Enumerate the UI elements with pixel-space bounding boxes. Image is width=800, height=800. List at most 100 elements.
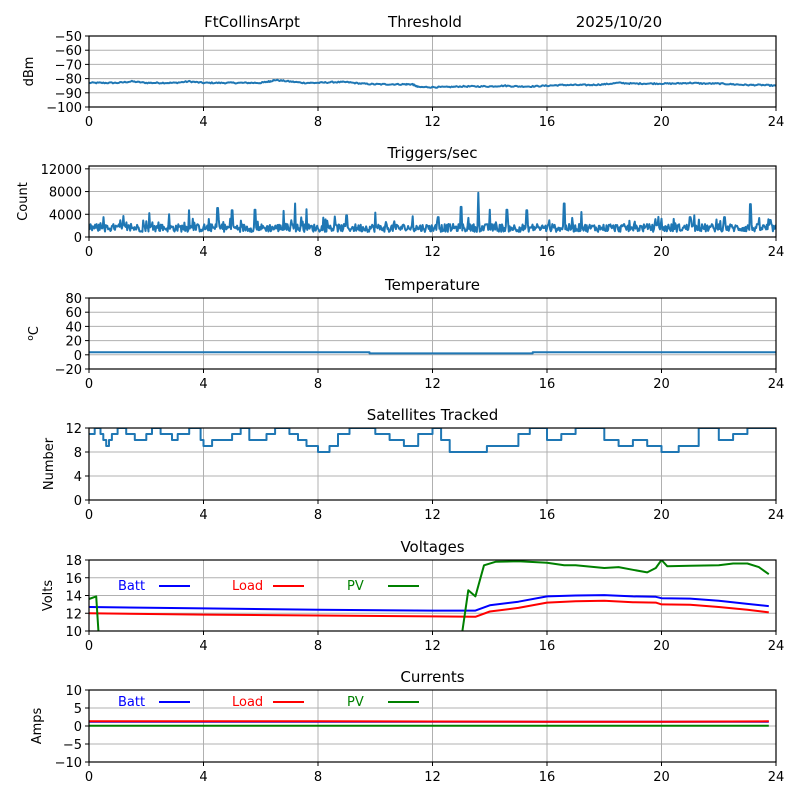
series-line-voltages-batt <box>89 594 769 612</box>
series-line-satellites-satellites <box>89 428 776 453</box>
plot-area-signal <box>89 78 776 89</box>
x-tick-label: 12 <box>424 115 441 130</box>
y-tick-label: −70 <box>55 58 82 73</box>
legend-label-batt: Batt <box>118 579 145 594</box>
date-title: 2025/10/20 <box>576 13 662 31</box>
y-tick-label: 12 <box>65 422 82 437</box>
x-tick-label: 4 <box>199 377 207 392</box>
x-tick-label: 16 <box>539 770 556 785</box>
legend-label-pv: PV <box>347 579 364 594</box>
series-line-temperature-temperature <box>89 351 776 355</box>
x-tick-label: 8 <box>314 770 322 785</box>
y-tick-label: 0 <box>74 231 82 246</box>
x-tick-label: 20 <box>653 245 670 260</box>
series-line-signal-signal <box>89 78 776 89</box>
y-axis-label: Amps <box>30 707 45 744</box>
plot-area-satellites <box>89 428 776 453</box>
x-tick-label: 16 <box>539 508 556 523</box>
unit-letter: C <box>27 326 42 335</box>
x-tick-label: 20 <box>653 115 670 130</box>
x-tick-label: 20 <box>653 639 670 654</box>
x-tick-label: 4 <box>199 115 207 130</box>
y-tick-label: 80 <box>65 292 82 307</box>
x-tick-label: 8 <box>314 245 322 260</box>
x-tick-label: 4 <box>199 770 207 785</box>
y-axis-label: Volts <box>41 580 56 612</box>
x-tick-label: 0 <box>85 245 93 260</box>
x-tick-label: 24 <box>768 508 785 523</box>
series-line-voltages-pv <box>89 560 770 631</box>
legend-label-load: Load <box>232 579 263 594</box>
x-tick-label: 4 <box>199 508 207 523</box>
y-tick-label: 8 <box>74 446 82 461</box>
y-tick-label: 0 <box>74 349 82 364</box>
x-tick-label: 20 <box>653 508 670 523</box>
x-tick-label: 0 <box>85 770 93 785</box>
x-tick-label: 8 <box>314 377 322 392</box>
x-tick-label: 16 <box>539 377 556 392</box>
plot-area-currents <box>89 720 769 727</box>
y-tick-label: 4000 <box>49 208 82 223</box>
station-title: FtCollinsArpt <box>204 13 300 31</box>
y-tick-label: −90 <box>55 87 82 102</box>
plot-area-triggers <box>89 191 776 233</box>
subplot-triggers: 0 4 8 12 16 20 24 0 4000 8000 12000 Triggers/sec Cou… <box>16 144 784 260</box>
subplot-title: Satellites Tracked <box>367 406 498 424</box>
x-tick-label: 24 <box>768 377 785 392</box>
x-tick-label: 24 <box>768 115 785 130</box>
x-tick-label: 0 <box>85 639 93 654</box>
x-tick-label: 8 <box>314 639 322 654</box>
x-tick-label: 20 <box>653 377 670 392</box>
x-tick-label: 12 <box>424 508 441 523</box>
subplot-voltages: 0 4 8 12 16 20 24 10 12 14 16 18 Voltages Volts Batt Lo… <box>41 538 784 654</box>
series-line-triggers-triggers <box>89 191 776 233</box>
y-tick-label: 10 <box>65 684 82 699</box>
y-axis-label: oC <box>26 326 42 341</box>
plot-area-temperature <box>89 351 776 355</box>
x-tick-label: 24 <box>768 245 785 260</box>
y-tick-label: 8000 <box>49 186 82 201</box>
subplot-currents: 0 4 8 12 16 20 24 −10 −5 0 5 10 Currents Amps Batt Load… <box>30 668 784 785</box>
x-tick-label: 24 <box>768 639 785 654</box>
mode-title: Threshold <box>387 13 462 31</box>
y-tick-label: 12 <box>65 607 82 622</box>
x-tick-label: 16 <box>539 245 556 260</box>
y-tick-label: −60 <box>55 44 82 59</box>
plot-area-voltages <box>89 560 770 631</box>
y-tick-label: 14 <box>65 590 82 605</box>
y-tick-label: −20 <box>55 363 82 378</box>
series-line-voltages-load <box>89 599 769 618</box>
x-tick-label: 4 <box>199 639 207 654</box>
legend-label-pv: PV <box>347 695 364 710</box>
y-tick-label: 20 <box>65 335 82 350</box>
subplot-title: Temperature <box>384 276 480 294</box>
x-tick-label: 12 <box>424 377 441 392</box>
x-tick-label: 16 <box>539 639 556 654</box>
y-axis-label: Count <box>16 182 31 221</box>
y-tick-label: 0 <box>74 720 82 735</box>
y-tick-label: 60 <box>65 306 82 321</box>
y-tick-label: −5 <box>63 738 82 753</box>
x-tick-label: 16 <box>539 115 556 130</box>
x-tick-label: 8 <box>314 508 322 523</box>
y-tick-label: 16 <box>65 572 82 587</box>
y-axis-label: Number <box>42 437 57 490</box>
y-tick-label: −10 <box>55 756 82 771</box>
x-tick-label: 12 <box>424 770 441 785</box>
x-tick-label: 0 <box>85 377 93 392</box>
subplot-title: Triggers/sec <box>387 144 478 162</box>
y-tick-label: −50 <box>55 30 82 45</box>
y-tick-label: 18 <box>65 554 82 569</box>
y-tick-label: 10 <box>65 625 82 640</box>
legend-label-batt: Batt <box>118 695 145 710</box>
x-tick-label: 4 <box>199 245 207 260</box>
subplot-title: Voltages <box>400 538 464 556</box>
y-tick-label: 12000 <box>41 163 82 178</box>
y-tick-label: 5 <box>74 702 82 717</box>
subplot-title: Currents <box>400 668 464 686</box>
legend-label-load: Load <box>232 695 263 710</box>
degree-mark: o <box>26 335 36 341</box>
